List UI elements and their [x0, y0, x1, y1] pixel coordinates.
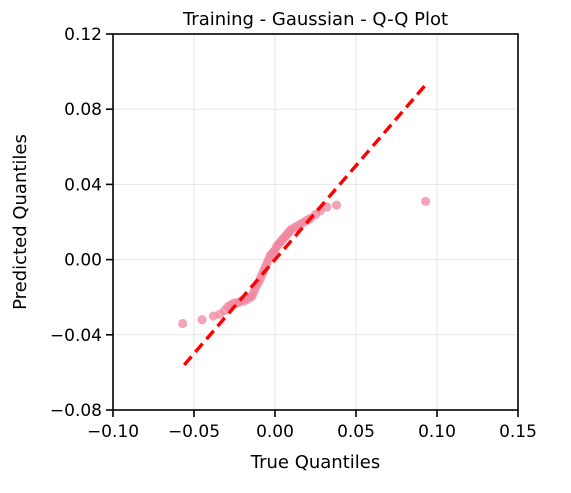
x-tick-label: 0.15 — [499, 422, 537, 442]
grid-lines — [112, 33, 519, 411]
y-tick-label: −0.08 — [50, 401, 102, 421]
y-tick-label: 0.04 — [64, 175, 102, 195]
x-axis-ticks: −0.10 −0.05 0.00 0.05 0.10 0.15 — [87, 410, 537, 442]
x-tick-label: −0.10 — [87, 422, 139, 442]
reference-line-group — [182, 81, 429, 366]
x-tick-label: 0.00 — [256, 422, 294, 442]
scatter-point — [178, 318, 188, 329]
x-tick-label: 0.05 — [337, 422, 375, 442]
scatter-point — [197, 315, 207, 325]
y-axis-title: Predicted Quantiles — [10, 134, 31, 310]
scatter-point — [331, 200, 342, 210]
y-axis-ticks: −0.08 −0.04 0.00 0.04 0.08 0.12 — [50, 25, 113, 421]
y-tick-label: 0.12 — [64, 25, 102, 45]
chart-title: Training - Gaussian - Q-Q Plot — [182, 9, 448, 30]
plot-frame — [112, 33, 519, 411]
y-tick-label: 0.08 — [64, 100, 102, 120]
reference-line — [182, 81, 429, 366]
x-tick-label: −0.05 — [168, 422, 220, 442]
scatter-point — [421, 196, 431, 206]
y-tick-label: 0.00 — [64, 251, 102, 271]
y-tick-label: −0.04 — [50, 326, 102, 346]
x-axis-title: True Quantiles — [250, 452, 380, 473]
x-tick-label: 0.10 — [418, 422, 456, 442]
